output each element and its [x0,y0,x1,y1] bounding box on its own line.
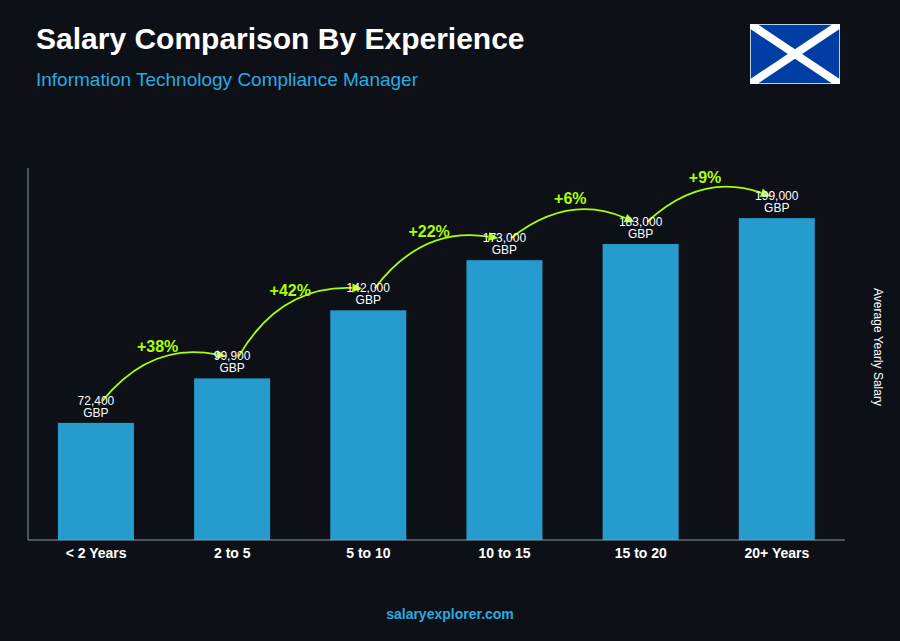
svg-text:173,000GBP: 173,000GBP [483,231,527,257]
svg-text:+22%: +22% [408,223,449,240]
svg-text:15 to 20: 15 to 20 [615,545,667,561]
svg-text:72,400GBP: 72,400GBP [78,394,115,420]
svg-text:199,000GBP: 199,000GBP [755,189,799,215]
html-text:Average Yearly Salary: Average Yearly Salary [870,288,885,406]
svg-text:+42%: +42% [270,282,311,299]
svg-text:99,900GBP: 99,900GBP [214,349,251,375]
svg-text:+6%: +6% [554,190,586,207]
svg-text:142,000GBP: 142,000GBP [347,281,391,307]
svg-text:< 2 Years: < 2 Years [66,545,127,561]
svg-text:5 to 10: 5 to 10 [346,545,391,561]
svg-text:+38%: +38% [137,338,178,355]
html-text:salaryexplorer.com: salaryexplorer.com [386,605,514,622]
html-text:Information Technology Complia: Information Technology Compliance Manage… [36,69,418,90]
svg-text:10 to 15: 10 to 15 [479,545,531,561]
svg-text:2 to 5: 2 to 5 [214,545,251,561]
svg-text:+9%: +9% [689,169,721,186]
svg-text:183,000GBP: 183,000GBP [619,215,663,241]
html-text:Salary Comparison By Experienc: Salary Comparison By Experience [36,22,525,55]
svg-text:20+ Years: 20+ Years [745,545,810,561]
